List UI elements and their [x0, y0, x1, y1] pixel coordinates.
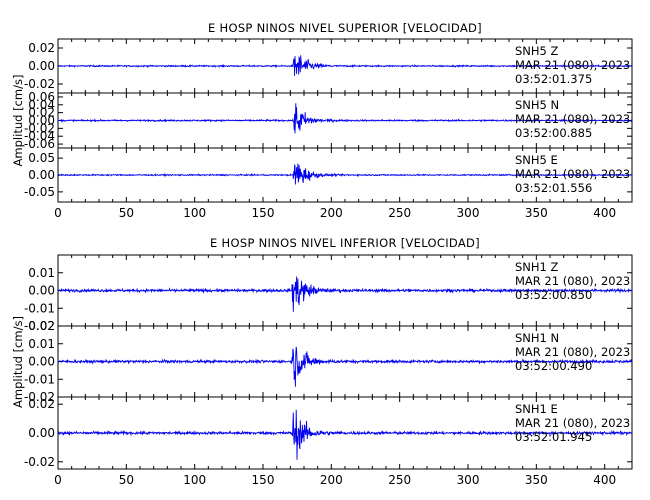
waveform-line	[57, 346, 633, 387]
date-label: MAR 21 (080), 2023	[515, 274, 630, 288]
y-tick-label: 0.02	[28, 106, 55, 120]
x-tick-label: 250	[388, 473, 411, 487]
time-label: 03:52:00.490	[515, 359, 592, 373]
time-label: 03:52:01.945	[515, 430, 592, 444]
waveform-line	[57, 103, 633, 134]
y-tick-label: -0.05	[24, 185, 55, 199]
y-tick-label: 0.00	[28, 426, 55, 440]
waveform-line	[57, 276, 633, 312]
x-tick-label: 300	[457, 473, 480, 487]
x-tick-label: 150	[252, 206, 275, 220]
panel-2: E HOSP NINOS NIVEL INFERIOR [VELOCIDAD] A…	[11, 236, 633, 487]
y-tick-label: -0.06	[24, 137, 55, 151]
y-tick-label: 0.00	[28, 114, 55, 128]
y-tick-label: -0.02	[24, 455, 55, 469]
x-tick-label: 0	[54, 473, 62, 487]
x-tick-label: 50	[119, 473, 134, 487]
y-tick-label: -0.02	[24, 390, 55, 404]
y-axis-label: Amplitud [cm/s]	[11, 316, 25, 408]
panel-1: E HOSP NINOS NIVEL SUPERIOR [VELOCIDAD] A…	[11, 21, 633, 220]
station-channel-label: SNH1 Z	[515, 260, 559, 274]
y-tick-label: 0.04	[28, 98, 55, 112]
x-tick-label: 350	[525, 473, 548, 487]
y-tick-label: -0.02	[24, 319, 55, 333]
x-tick-label: 350	[525, 206, 548, 220]
trace-snh5-n: 0.060.040.020.00-0.02-0.04-0.06 SNH5 NMAR…	[24, 90, 633, 151]
x-tick-label: 400	[593, 473, 616, 487]
y-tick-label: 0.06	[28, 90, 55, 104]
waveform-line	[57, 55, 633, 77]
time-label: 03:52:00.850	[515, 288, 592, 302]
y-tick-label: 0.02	[28, 319, 55, 333]
y-tick-label: -0.04	[24, 129, 55, 143]
y-tick-label: 0.00	[28, 59, 55, 73]
station-channel-label: SNH5 N	[515, 98, 559, 112]
y-tick-label: -0.02	[24, 121, 55, 135]
x-tick-label: 250	[388, 206, 411, 220]
y-tick-label: 0.00	[28, 168, 55, 182]
panel-title: E HOSP NINOS NIVEL INFERIOR [VELOCIDAD]	[210, 236, 480, 250]
station-channel-label: SNH1 E	[515, 402, 558, 416]
x-tick-label: 100	[183, 206, 206, 220]
x-tick-label: 100	[183, 473, 206, 487]
station-channel-label: SNH5 E	[515, 153, 558, 167]
time-label: 03:52:00.885	[515, 126, 592, 140]
y-tick-label: 0.00	[28, 355, 55, 369]
y-tick-label: -0.02	[24, 77, 55, 91]
station-channel-label: SNH5 Z	[515, 44, 559, 58]
y-tick-label: 0.02	[28, 41, 55, 55]
x-tick-label: 200	[320, 206, 343, 220]
y-axis-label: Amplitud [cm/s]	[11, 75, 25, 167]
waveform-line	[57, 163, 633, 185]
station-channel-label: SNH1 N	[515, 331, 559, 345]
y-tick-label: -0.01	[24, 372, 55, 386]
y-tick-label: -0.01	[24, 301, 55, 315]
y-tick-label: 0.05	[28, 151, 55, 165]
y-tick-label: 0.00	[28, 284, 55, 298]
x-tick-label: 400	[593, 206, 616, 220]
date-label: MAR 21 (080), 2023	[515, 167, 630, 181]
y-tick-label: 0.01	[28, 337, 55, 351]
panel-title: E HOSP NINOS NIVEL SUPERIOR [VELOCIDAD]	[208, 21, 482, 35]
y-tick-label: 0.01	[28, 266, 55, 280]
time-label: 03:52:01.375	[515, 72, 592, 86]
x-tick-label: 150	[252, 473, 275, 487]
date-label: MAR 21 (080), 2023	[515, 416, 630, 430]
x-tick-label: 50	[119, 206, 134, 220]
x-tick-label: 300	[457, 206, 480, 220]
time-label: 03:52:01.556	[515, 181, 592, 195]
y-tick-label: 0.02	[28, 397, 55, 411]
date-label: MAR 21 (080), 2023	[515, 58, 630, 72]
date-label: MAR 21 (080), 2023	[515, 345, 630, 359]
date-label: MAR 21 (080), 2023	[515, 112, 630, 126]
x-tick-label: 200	[320, 473, 343, 487]
x-tick-label: 0	[54, 206, 62, 220]
waveform-line	[57, 409, 633, 460]
